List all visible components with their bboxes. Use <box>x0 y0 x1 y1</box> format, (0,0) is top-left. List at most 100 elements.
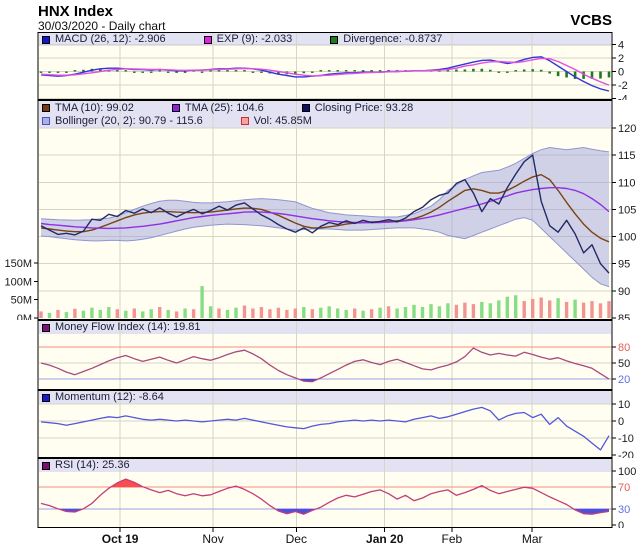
legend-item: TMA (25): 104.6 <box>171 102 264 114</box>
volume-bar <box>454 304 459 318</box>
volume-bar <box>497 300 501 318</box>
series-tma-10- <box>40 173 610 243</box>
divergence-bar <box>548 71 551 74</box>
divergence-bar <box>336 70 339 72</box>
volume-axis-label: 0M <box>17 313 32 320</box>
y-axis-label: 100 <box>618 232 636 244</box>
volume-bar <box>124 310 128 318</box>
y-axis-label: 20 <box>618 374 630 386</box>
volume-bar <box>437 306 442 318</box>
divergence-bar <box>133 71 136 73</box>
volume-bar <box>369 309 374 318</box>
volume-bar <box>319 307 323 318</box>
legend-momentum: Momentum (12): -8.64 <box>42 391 202 404</box>
legend-item: Closing Price: 93.28 <box>301 102 413 114</box>
legend-item: Bollinger (20, 2): 90.79 - 115.6 <box>42 115 203 127</box>
x-axis-label: Oct 19 <box>102 532 139 546</box>
legend-label: Divergence: -0.8737 <box>343 33 443 45</box>
volume-bar <box>200 286 204 318</box>
plot-rsi: 100 70 30 0 <box>37 458 636 528</box>
x-axis-plot: Oct 19 Nov Dec Jan 20 Feb Mar <box>102 528 543 546</box>
volume-bar <box>56 309 60 318</box>
volume-bar <box>378 307 382 318</box>
divergence-bar <box>277 71 280 75</box>
plot-mfi: 80 50 20 <box>37 320 630 390</box>
volume-bar <box>412 304 416 318</box>
volume-bar <box>166 309 170 318</box>
volume-bar <box>386 306 391 318</box>
divergence-bar <box>158 70 161 72</box>
legend-label: TMA (10): 99.02 <box>55 101 134 114</box>
divergence-bar <box>200 71 204 73</box>
volume-axis-label: 50M <box>11 295 32 307</box>
volume-bar <box>598 303 603 318</box>
x-axis-label: Dec <box>286 532 307 546</box>
divergence-bar <box>582 71 585 79</box>
divergence-bar <box>489 69 492 72</box>
legend-swatch-icon <box>203 35 212 44</box>
y-axis-label: 0 <box>618 67 624 79</box>
divergence-bar <box>251 71 255 73</box>
divergence-bar <box>243 70 246 72</box>
y-axis-label: 100 <box>618 466 636 478</box>
volume-bar <box>251 308 255 318</box>
divergence-bar <box>260 71 263 73</box>
legend-item: MACD (26, 12): -2.906 <box>42 34 166 45</box>
volume-bar <box>149 309 153 318</box>
chart-subtitle: 30/03/2020 - Daily chart <box>38 19 166 33</box>
volume-bar <box>268 309 272 318</box>
below-zone-fill <box>58 508 84 512</box>
y-axis-label: 4 <box>618 40 624 52</box>
legend-label: Momentum (12): -8.64 <box>55 391 164 403</box>
legend-swatch-icon <box>42 104 50 112</box>
legend-swatch-icon <box>42 393 50 402</box>
divergence-bar <box>573 71 577 79</box>
y-axis-label: 2 <box>618 53 624 65</box>
volume-bar <box>446 303 450 318</box>
legend-swatch-icon <box>42 35 50 44</box>
volume-bar <box>234 307 238 318</box>
y-axis-label: 90 <box>618 286 630 298</box>
divergence-bar <box>378 70 382 72</box>
divergence-bar <box>497 71 501 73</box>
brand-logo: VCBS <box>570 12 612 29</box>
divergence-bar <box>344 70 348 72</box>
x-axis-label: Nov <box>202 532 223 546</box>
volume-bar <box>514 295 518 318</box>
legend-swatch-icon <box>330 35 339 44</box>
bollinger-lower <box>40 217 610 288</box>
legend-rsi: RSI (14): 25.36 <box>42 459 168 472</box>
divergence-bar <box>565 71 568 78</box>
volume-bar <box>463 302 467 318</box>
volume-bar <box>522 301 526 318</box>
volume-bar <box>488 303 492 318</box>
divergence-bar <box>217 70 221 72</box>
volume-bar <box>395 308 399 318</box>
divergence-bar <box>234 70 238 72</box>
divergence-bar <box>370 70 373 72</box>
divergence-bar <box>531 69 534 72</box>
page-title: HNX Index <box>38 3 114 20</box>
divergence-bar <box>361 70 365 72</box>
volume-bar <box>420 307 425 318</box>
legend-item: Vol: 45.85M <box>240 115 312 127</box>
y-axis-label: -20 <box>618 450 634 458</box>
volume-bar <box>327 306 331 318</box>
volume-bar <box>285 309 289 318</box>
legend-swatch-icon <box>171 104 180 112</box>
divergence-bar <box>311 71 314 73</box>
legend-mfi: Money Flow Index (14): 19.81 <box>42 321 239 334</box>
y-axis-label: -2 <box>618 80 628 92</box>
divergence-bar <box>353 70 356 72</box>
y-axis-label: -10 <box>618 433 634 445</box>
bollinger-upper <box>40 146 610 221</box>
volume-bar <box>73 308 77 318</box>
volume-bar <box>90 307 94 318</box>
divergence-bar <box>209 70 212 72</box>
y-axis-label: 30 <box>618 504 630 516</box>
legend-item: RSI (14): 25.36 <box>42 460 130 471</box>
volume-bar <box>132 308 136 318</box>
volume-bar <box>353 308 357 318</box>
y-axis-label: 0 <box>618 416 624 428</box>
divergence-bar <box>39 71 43 73</box>
